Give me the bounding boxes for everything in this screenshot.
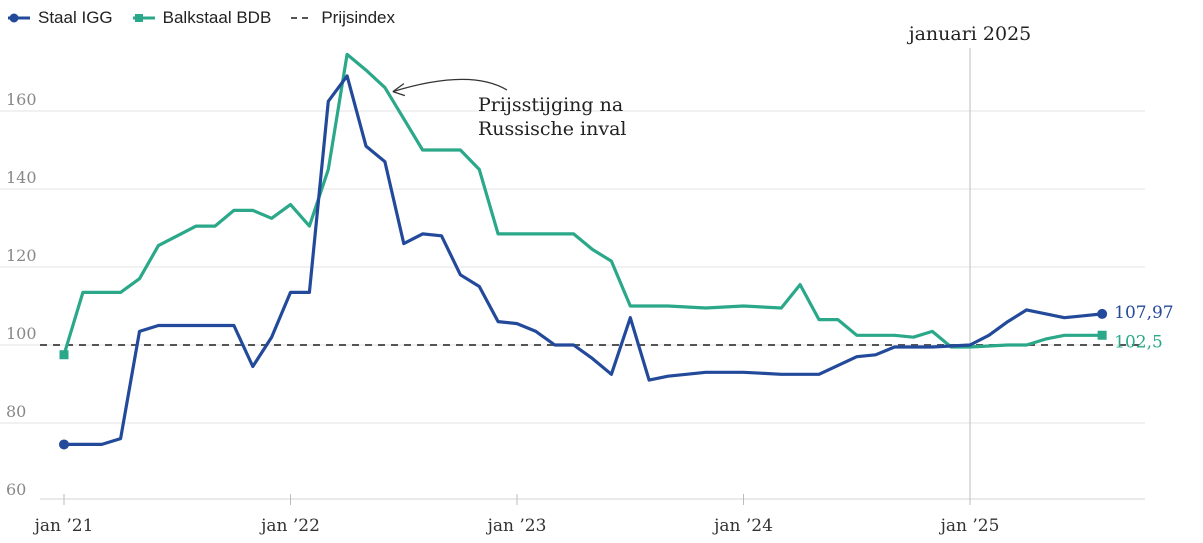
legend-label-prijsindex: Prijsindex [321,8,396,27]
end-label-staal-igg: 107,97 [1114,303,1173,323]
legend-swatch-balkstaal-bdb [132,14,155,22]
series-start-marker-balkstaal-bdb [59,350,69,360]
end-labels: 102,5 107,97 [1114,303,1173,352]
y-tick-label: 100 [6,324,37,343]
series-lines [59,52,1108,450]
x-tick-label: jan ’23 [486,516,547,536]
annotation-arrow [392,78,508,93]
legend-item-staal-igg: Staal IGG [6,8,113,28]
legend-item-balkstaal-bdb: Balkstaal BDB [131,8,272,28]
legend-label-balkstaal-bdb: Balkstaal BDB [162,8,272,27]
series-line-staal-igg [62,74,1104,446]
y-tick-label: 160 [6,90,37,109]
series-end-marker-balkstaal-bdb [1097,330,1107,340]
series-end-marker-staal-igg [1097,308,1108,319]
x-axis: jan ’21 jan ’22 jan ’23 jan ’24 jan ’25 [33,494,1145,536]
y-axis: 60 80 100 120 140 160 [6,90,37,499]
chart-legend: Staal IGG Balkstaal BDB Prijsindex [6,8,395,28]
x-tick-label: jan ’21 [33,516,94,536]
x-tick-label: jan ’25 [939,516,1000,536]
legend-swatch-prijsindex [291,17,314,19]
y-tick-label: 80 [6,402,26,421]
annotation-text-line: Russische inval [478,118,626,140]
vertical-marker: januari 2025 [907,23,1032,499]
y-tick-label: 60 [6,480,26,499]
grid-lines [0,110,1145,424]
y-tick-label: 120 [6,246,37,265]
legend-label-staal-igg: Staal IGG [38,8,113,27]
annotation-text-line: Prijsstijging na [478,94,623,116]
legend-swatch-staal-igg [8,13,30,23]
annotation-arrowhead [392,83,406,97]
y-tick-label: 140 [6,168,37,187]
series-line-balkstaal-bdb [62,52,1104,357]
x-tick-label: jan ’24 [712,516,773,536]
series-start-marker-staal-igg [59,439,69,450]
legend-item-prijsindex: Prijsindex [289,8,395,28]
end-label-balkstaal-bdb: 102,5 [1114,332,1163,352]
vertical-marker-label: januari 2025 [907,23,1032,45]
x-tick-label: jan ’22 [259,516,320,536]
